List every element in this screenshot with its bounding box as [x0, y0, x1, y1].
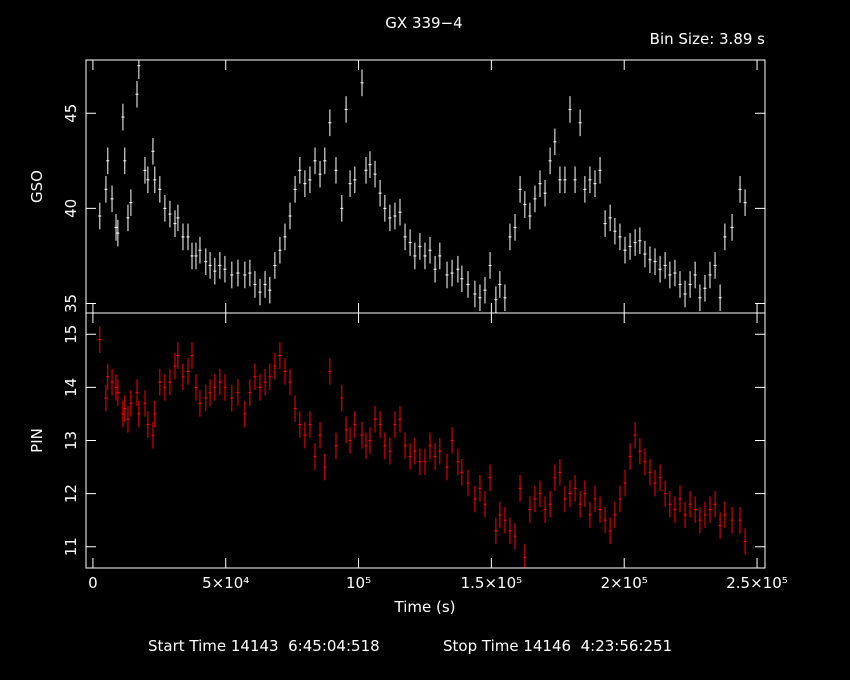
y-tick-label: 12 [62, 484, 80, 503]
y-tick-label: 40 [62, 199, 80, 218]
start-time: Start Time 14143 6:45:04:518 [148, 637, 380, 655]
plot-frame [85, 59, 766, 314]
y-tick-label: 35 [62, 294, 80, 313]
y-axis-label: GSO [28, 170, 46, 203]
y-tick-label: 15 [62, 325, 80, 344]
x-tick-label: 0 [88, 574, 98, 592]
x-tick-label: 1.5×10⁵ [461, 574, 523, 592]
y-axis-label: PIN [28, 428, 46, 453]
x-tick-label: 2×10⁵ [601, 574, 648, 592]
x-tick-label: 5×10⁴ [202, 574, 249, 592]
bin-size: Bin Size: 3.89 s [650, 30, 766, 48]
x-tick-label: 10⁵ [346, 574, 371, 592]
chart-title: GX 339−4 [385, 14, 462, 32]
y-tick-label: 45 [62, 104, 80, 123]
x-tick-label: 2.5×10⁵ [726, 574, 788, 592]
x-axis-label: Time (s) [394, 598, 456, 616]
y-tick-label: 14 [62, 378, 80, 397]
stop-time: Stop Time 14146 4:23:56:251 [443, 637, 672, 655]
y-tick-label: 11 [62, 537, 80, 556]
plot-frame [85, 312, 766, 569]
y-tick-label: 13 [62, 431, 80, 450]
